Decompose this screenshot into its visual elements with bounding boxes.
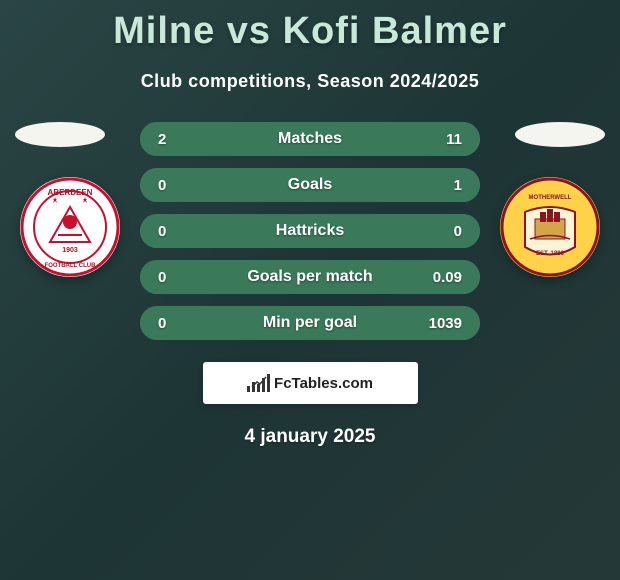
club-badge-left: ABERDEEN FOOTBALL CLUB 1903 xyxy=(20,177,120,277)
stat-row: 0 Hattricks 0 xyxy=(140,214,480,248)
svg-text:ABERDEEN: ABERDEEN xyxy=(48,188,93,197)
stat-value-left: 0 xyxy=(158,177,166,194)
stat-row: 2 Matches 11 xyxy=(140,122,480,156)
stat-row: 0 Goals per match 0.09 xyxy=(140,260,480,294)
trend-line-icon xyxy=(250,373,268,391)
svg-text:MOTHERWELL: MOTHERWELL xyxy=(529,195,572,201)
stat-row: 0 Goals 1 xyxy=(140,168,480,202)
stat-label: Hattricks xyxy=(276,222,344,240)
stat-value-left: 0 xyxy=(158,315,166,332)
stat-value-right: 1 xyxy=(454,177,462,194)
club-badge-right: MOTHERWELL EST. 1886 xyxy=(500,177,600,277)
comparison-content: ABERDEEN FOOTBALL CLUB 1903 MOTHERWELL E… xyxy=(0,122,620,448)
brand-text: FcTables.com xyxy=(274,375,373,392)
stat-value-right: 1039 xyxy=(429,315,462,332)
stat-label: Goals xyxy=(288,176,332,194)
stat-value-right: 11 xyxy=(446,131,462,148)
svg-text:EST. 1886: EST. 1886 xyxy=(536,251,564,257)
stat-label: Matches xyxy=(278,130,342,148)
shadow-ellipse-left xyxy=(15,122,105,147)
svg-text:FOOTBALL CLUB: FOOTBALL CLUB xyxy=(45,263,97,269)
brand-box: FcTables.com xyxy=(203,362,418,404)
stat-value-right: 0.09 xyxy=(433,269,462,286)
motherwell-crest-icon: MOTHERWELL EST. 1886 xyxy=(500,177,600,277)
stat-value-left: 2 xyxy=(158,131,166,148)
shadow-ellipse-right xyxy=(515,122,605,147)
stat-row: 0 Min per goal 1039 xyxy=(140,306,480,340)
comparison-title: Milne vs Kofi Balmer xyxy=(0,0,620,53)
aberdeen-crest-icon: ABERDEEN FOOTBALL CLUB 1903 xyxy=(20,177,120,277)
stat-value-right: 0 xyxy=(454,223,462,240)
stat-value-left: 0 xyxy=(158,269,166,286)
comparison-subtitle: Club competitions, Season 2024/2025 xyxy=(0,71,620,92)
stat-value-left: 0 xyxy=(158,223,166,240)
svg-text:1903: 1903 xyxy=(62,247,78,254)
stat-label: Goals per match xyxy=(247,268,372,286)
stat-label: Min per goal xyxy=(263,314,357,332)
snapshot-date: 4 january 2025 xyxy=(0,426,620,448)
